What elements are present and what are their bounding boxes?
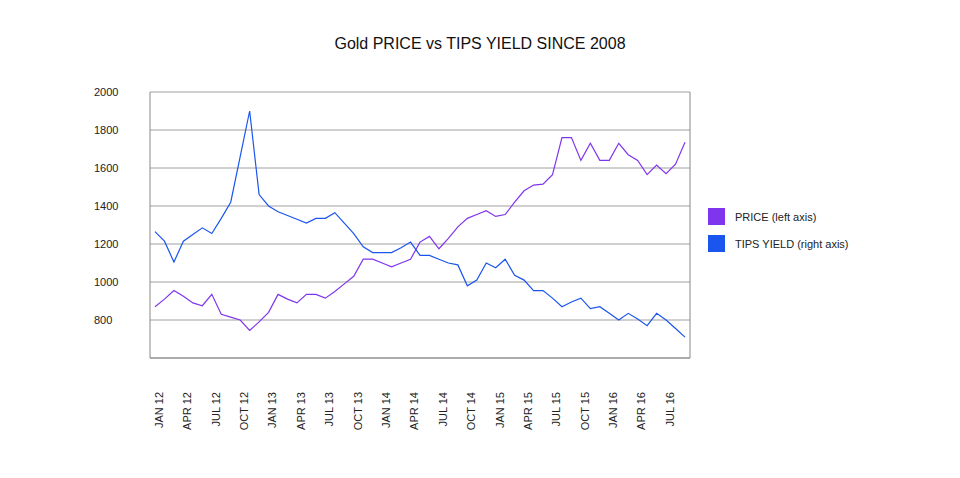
svg-text:APR 15: APR 15 <box>522 392 534 430</box>
svg-text:JAN 14: JAN 14 <box>380 392 392 428</box>
svg-text:JAN 16: JAN 16 <box>607 392 619 428</box>
svg-text:JAN 12: JAN 12 <box>153 392 165 428</box>
svg-text:1000: 1000 <box>94 276 118 288</box>
html-text:Gold PRICE vs TIPS YIELD SINCE: Gold PRICE vs TIPS YIELD SINCE 2008 <box>334 35 626 52</box>
svg-text:JUL 13: JUL 13 <box>323 392 335 426</box>
svg-text:1200: 1200 <box>94 238 118 250</box>
svg-text:JUL 12: JUL 12 <box>210 392 222 426</box>
svg-text:1400: 1400 <box>94 200 118 212</box>
svg-text:1800: 1800 <box>94 124 118 136</box>
svg-text:OCT 14: OCT 14 <box>465 392 477 430</box>
svg-text:APR 12: APR 12 <box>181 392 193 430</box>
svg-text:OCT 15: OCT 15 <box>579 392 591 430</box>
svg-text:APR 14: APR 14 <box>408 392 420 430</box>
svg-text:JUL 16: JUL 16 <box>664 392 676 426</box>
svg-text:2000: 2000 <box>94 86 118 98</box>
svg-text:800: 800 <box>94 314 112 326</box>
svg-text:JUL 14: JUL 14 <box>437 392 449 426</box>
html-text:TIPS YIELD (right axis): TIPS YIELD (right axis) <box>735 237 849 250</box>
svg-text:JAN 15: JAN 15 <box>494 392 506 428</box>
svg-text:APR 13: APR 13 <box>295 392 307 430</box>
svg-text:OCT 12: OCT 12 <box>238 392 250 430</box>
svg-text:JAN 13: JAN 13 <box>266 392 278 428</box>
svg-text:APR 16: APR 16 <box>635 392 647 430</box>
svg-text:1600: 1600 <box>94 162 118 174</box>
svg-text:JUL 15: JUL 15 <box>550 392 562 426</box>
html-text:PRICE (left axis): PRICE (left axis) <box>735 210 817 223</box>
svg-text:OCT 13: OCT 13 <box>352 392 364 430</box>
